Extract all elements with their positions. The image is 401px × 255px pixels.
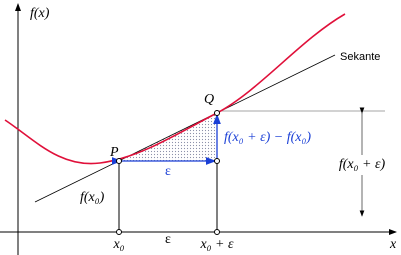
x0-label: x₀ [112, 237, 124, 252]
point-label: Q [204, 92, 214, 107]
y-axis-label: f(x) [30, 6, 50, 21]
f-x0-eps-label: f(x₀ + ε) [339, 157, 386, 172]
epsilon-label: ε [165, 232, 171, 247]
point [116, 158, 122, 164]
f-x0-label: f(x₀) [80, 190, 105, 205]
difference-label: f(x₀ + ε) − f(x₀) [224, 130, 311, 145]
point [214, 110, 220, 116]
point [116, 229, 122, 235]
secant-line [34, 54, 336, 203]
label-bg [332, 155, 392, 175]
x0-eps-label: x₀ + ε [199, 237, 234, 252]
secant-label: Sekante [340, 51, 380, 63]
point [214, 229, 220, 235]
curve [4, 13, 346, 165]
x-axis-label: x [389, 237, 397, 252]
epsilon-label: ε [165, 164, 171, 179]
point [214, 158, 220, 164]
point-label: P [109, 145, 119, 160]
